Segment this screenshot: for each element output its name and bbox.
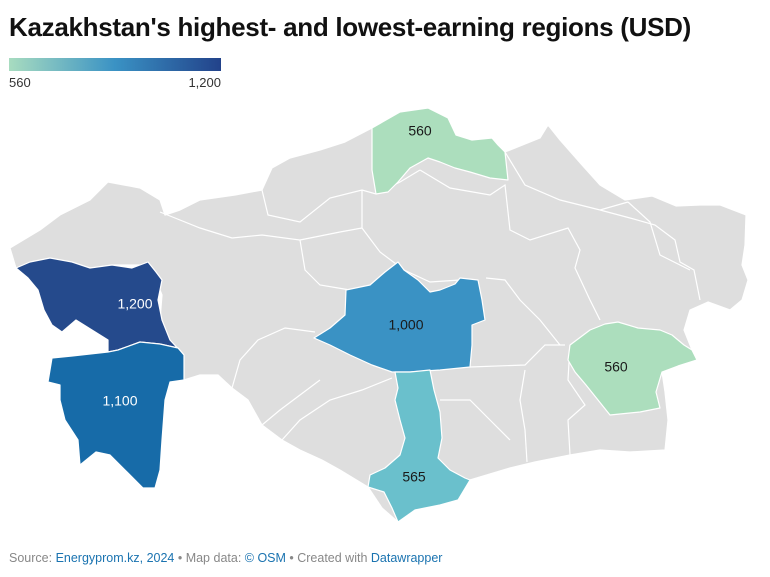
legend-labels: 560 1,200 (9, 75, 221, 93)
region-label-west: 1,200 (117, 296, 152, 312)
source-prefix: Source: (9, 551, 56, 565)
osm-link[interactable]: © OSM (244, 551, 286, 565)
region-label-north: 560 (408, 123, 432, 139)
region-east-560 (567, 321, 698, 416)
region-central-1000 (313, 261, 486, 373)
map-data-prefix: • Map data: (174, 551, 245, 565)
region-label-southwest: 1,100 (102, 393, 137, 409)
region-label-south: 565 (402, 469, 426, 485)
legend-min-label: 560 (9, 75, 31, 90)
footer-credits: Source: Energyprom.kz, 2024 • Map data: … (9, 551, 442, 565)
source-link[interactable]: Energyprom.kz, 2024 (55, 551, 175, 565)
created-with-prefix: • Created with (285, 551, 371, 565)
color-legend: 560 1,200 (9, 58, 221, 93)
region-label-central: 1,000 (388, 317, 423, 333)
region-south-565 (367, 369, 471, 523)
datawrapper-link[interactable]: Datawrapper (370, 551, 443, 565)
legend-gradient-bar (9, 58, 221, 71)
region-label-east: 560 (604, 359, 628, 375)
region-southwest-1100 (47, 341, 185, 489)
region-north-560 (371, 107, 509, 195)
chart-title: Kazakhstan's highest- and lowest-earning… (9, 12, 691, 42)
legend-max-label: 1,200 (188, 75, 221, 90)
